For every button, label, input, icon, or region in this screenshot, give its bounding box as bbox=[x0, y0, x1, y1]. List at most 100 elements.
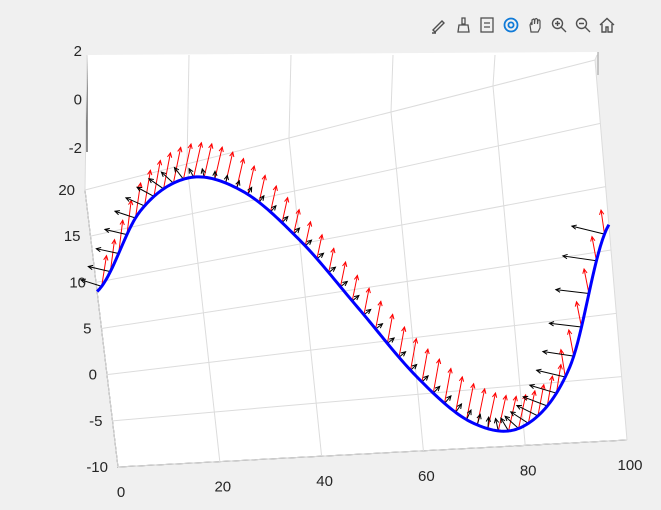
normal-arrow bbox=[87, 264, 111, 273]
normal-arrow bbox=[485, 416, 491, 429]
edit-plot-button[interactable] bbox=[428, 13, 450, 37]
normal-arrow bbox=[124, 197, 145, 207]
tangent-arrow bbox=[537, 383, 546, 417]
curve-layer bbox=[96, 175, 611, 433]
normal-arrow bbox=[570, 224, 605, 235]
tangent-arrow bbox=[421, 348, 430, 383]
tangent-arrow bbox=[432, 358, 442, 394]
tangent-arrow bbox=[328, 247, 336, 273]
x-grid-line-back bbox=[186, 54, 190, 165]
y-grid-line bbox=[84, 59, 596, 191]
tangent-arrow bbox=[386, 313, 395, 344]
tangent-arrow bbox=[555, 363, 563, 394]
tangent-arrow bbox=[236, 157, 246, 189]
zoom-out-button[interactable] bbox=[572, 13, 594, 37]
x-grid-line-back bbox=[492, 54, 496, 87]
x-tick-label: 0 bbox=[117, 484, 125, 501]
tangent-arrow bbox=[304, 220, 313, 246]
y-tick-labels: -10 -5 0 5 10 15 20 bbox=[58, 182, 108, 476]
tangent-arrow bbox=[527, 389, 537, 424]
tangent-arrow bbox=[339, 260, 348, 287]
normal-arrow bbox=[504, 415, 519, 429]
normal-arrow bbox=[515, 404, 539, 417]
normal-arrow bbox=[476, 413, 482, 426]
tangent-arrow bbox=[567, 328, 575, 357]
axes-toolbar bbox=[428, 12, 618, 38]
quiver-arrows bbox=[79, 141, 605, 432]
rotate-3d-icon bbox=[503, 17, 519, 33]
y-tick-label: 10 bbox=[69, 274, 86, 291]
tangent-arrow bbox=[144, 169, 153, 207]
y-tick-label: 5 bbox=[83, 321, 91, 338]
tangent-arrow bbox=[398, 325, 407, 358]
normal-arrow bbox=[432, 385, 441, 394]
y-tick-label: 20 bbox=[58, 182, 75, 199]
normal-arrow bbox=[522, 395, 548, 407]
normal-arrow bbox=[147, 178, 164, 190]
pan-button[interactable] bbox=[524, 13, 546, 37]
rotate-3d-button[interactable] bbox=[500, 13, 522, 37]
x-tick-label: 100 bbox=[617, 457, 642, 474]
tangent-arrow bbox=[363, 287, 371, 315]
normal-arrow bbox=[493, 417, 500, 431]
x-grid-line-back bbox=[84, 54, 88, 191]
tangent-arrow bbox=[375, 300, 383, 330]
home-icon bbox=[599, 17, 615, 33]
x-tick-label: 60 bbox=[418, 468, 435, 485]
normal-arrow bbox=[160, 171, 174, 184]
data-tips-icon bbox=[480, 17, 494, 33]
zoom-in-button[interactable] bbox=[548, 13, 570, 37]
tangent-arrow bbox=[444, 367, 453, 404]
tangent-arrow bbox=[193, 141, 204, 178]
y-grid-line bbox=[112, 376, 622, 422]
tangent-arrow bbox=[497, 394, 508, 431]
y-tick-label: 0 bbox=[89, 367, 97, 384]
x-grid-line-back bbox=[288, 54, 292, 139]
normal-arrow bbox=[561, 253, 597, 262]
tangent-arrow bbox=[351, 274, 360, 302]
y-tick-label: -5 bbox=[89, 413, 102, 430]
tangent-arrow bbox=[118, 219, 125, 254]
z-tick-labels: 2 0 -2 bbox=[69, 43, 82, 157]
tangent-arrow bbox=[590, 235, 597, 261]
z-tick-label: 2 bbox=[74, 43, 82, 60]
normal-arrow bbox=[466, 409, 472, 420]
tangent-arrow bbox=[410, 337, 419, 371]
y-grid-line bbox=[106, 312, 617, 376]
tangent-arrow bbox=[599, 208, 605, 235]
brush-button[interactable] bbox=[452, 13, 474, 37]
x-tick-label: 20 bbox=[214, 479, 231, 496]
z-tick-label: -2 bbox=[69, 140, 82, 157]
plot-area bbox=[85, 52, 627, 467]
normal-arrow bbox=[528, 383, 557, 394]
x-tick-labels: 0 20 40 60 80 100 bbox=[117, 457, 643, 501]
normal-arrow bbox=[500, 417, 509, 432]
tangent-arrow bbox=[582, 267, 590, 294]
normal-arrow bbox=[103, 227, 128, 236]
zoom-in-icon bbox=[551, 17, 567, 33]
y-grid-line bbox=[95, 186, 606, 283]
home-button[interactable] bbox=[596, 13, 618, 37]
tangent-arrow bbox=[182, 142, 193, 180]
brush-icon bbox=[457, 17, 470, 33]
normal-arrow bbox=[455, 403, 463, 413]
tangent-arrow bbox=[153, 159, 163, 197]
grid-lines bbox=[84, 54, 628, 468]
normal-arrow bbox=[444, 395, 452, 404]
curve-line bbox=[96, 175, 611, 433]
tangent-arrow bbox=[455, 375, 465, 413]
normal-arrow bbox=[113, 210, 136, 219]
data-tips-button[interactable] bbox=[476, 13, 498, 37]
tangent-arrow bbox=[172, 146, 183, 184]
z-tick-label: 0 bbox=[74, 92, 82, 109]
edit-plot-icon bbox=[432, 20, 445, 34]
x-tick-label: 40 bbox=[316, 473, 333, 490]
normal-arrow bbox=[95, 247, 119, 254]
tangent-arrow bbox=[574, 300, 582, 328]
axes-box bbox=[84, 52, 628, 468]
pan-icon bbox=[529, 17, 541, 33]
normal-arrow bbox=[79, 278, 102, 287]
y-tick-label: -10 bbox=[86, 459, 108, 476]
normal-arrow bbox=[509, 411, 529, 424]
